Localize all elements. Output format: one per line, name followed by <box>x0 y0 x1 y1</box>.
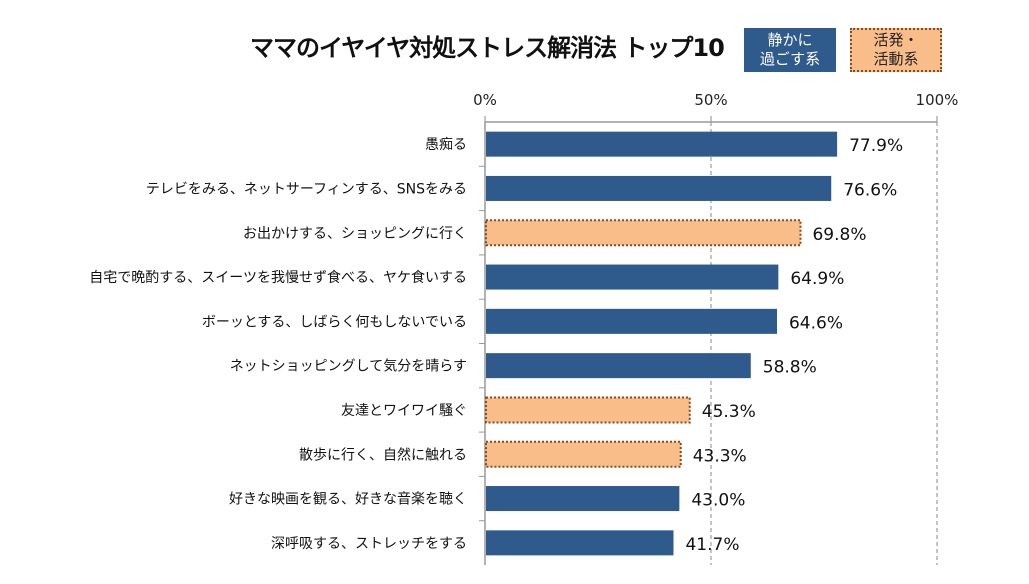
bar <box>486 131 838 157</box>
bar <box>486 353 751 379</box>
data-label: 69.8% <box>812 225 866 245</box>
category-label: ボーッとする、しばらく何もしないでいる <box>202 314 467 330</box>
bar <box>485 219 802 247</box>
legend-quiet: 静かに 過ごす系 <box>744 28 836 72</box>
category-label: 友達とワイワイ騒ぐ <box>341 403 467 419</box>
data-label: 77.9% <box>849 136 903 156</box>
legend-active: 活発・ 活動系 <box>850 28 942 72</box>
category-label: 深呼吸する、ストレッチをする <box>271 536 467 552</box>
data-label: 43.3% <box>693 446 747 466</box>
x-tick-label: 50% <box>694 91 727 109</box>
data-label: 64.9% <box>790 269 844 289</box>
category-label: 愚痴る <box>425 137 467 153</box>
category-label: 自宅で晩酌する、スイーツを我慢せず食べる、ヤケ食いする <box>89 269 467 286</box>
data-label: 76.6% <box>843 180 897 200</box>
category-label: ネットショッピングして気分を晴らす <box>230 359 467 375</box>
bar <box>486 486 680 512</box>
legend-active-line2: 活動系 <box>873 50 919 68</box>
bar <box>485 440 682 468</box>
legend-quiet-line1: 静かに <box>767 31 813 49</box>
category-label: お出かけする、ショッピングに行く <box>243 226 467 242</box>
data-label: 41.7% <box>685 535 739 555</box>
category-label: 好きな映画を観る、好きな音楽を聴く <box>229 491 467 508</box>
data-label: 45.3% <box>702 402 756 422</box>
legend-active-line1: 活発・ <box>873 31 919 49</box>
bar <box>486 264 779 290</box>
data-label: 64.6% <box>789 313 843 333</box>
legend-quiet-line2: 過ごす系 <box>759 50 821 68</box>
bar <box>486 308 777 334</box>
data-label: 58.8% <box>763 358 817 378</box>
x-tick-label: 100% <box>916 91 959 109</box>
x-tick-label: 0% <box>473 91 497 109</box>
bar <box>486 175 832 201</box>
category-label: 散歩に行く、自然に触れる <box>299 446 467 463</box>
bar <box>485 396 691 424</box>
category-label: テレビをみる、ネットサーフィンする、SNSをみる <box>146 181 467 197</box>
data-label: 43.0% <box>691 491 745 511</box>
bar <box>486 530 674 556</box>
chart-title: ママのイヤイヤ対処ストレス解消法 トップ10 <box>250 34 725 62</box>
